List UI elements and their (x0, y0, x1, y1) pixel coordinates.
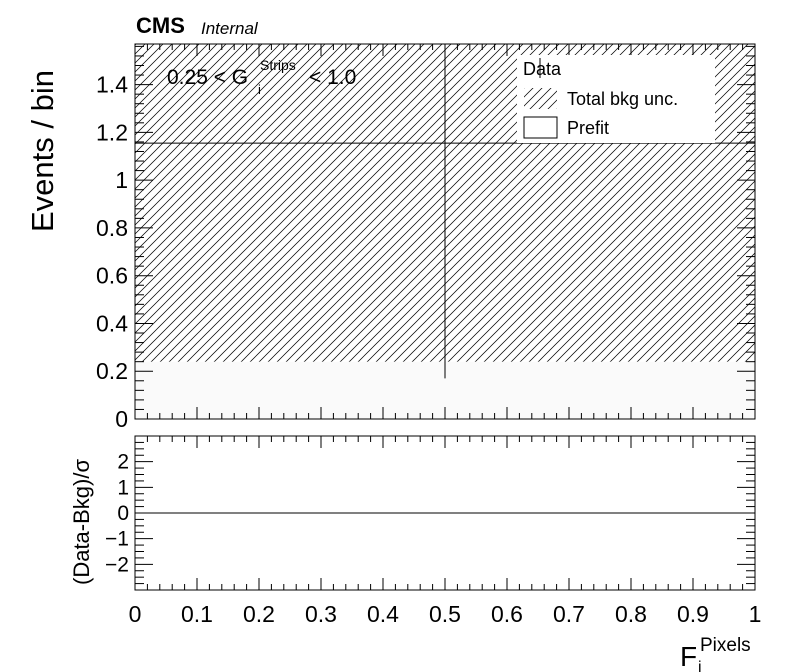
legend-prefit-swatch (523, 116, 558, 139)
status-label: Internal (201, 19, 259, 38)
main-panel: 0 0.2 0.4 0.6 0.8 1 1.2 1.4 Events / bin 0.25 <… (25, 43, 756, 432)
x-tick-label: 0.5 (429, 601, 461, 627)
ratio-y-tick-label: 1 (117, 476, 129, 499)
legend-prefit-label: Prefit (567, 118, 609, 138)
cut-label-subscript: i (258, 82, 261, 97)
main-axis-ticks (134, 44, 756, 420)
x-tick-labels: 0 0.1 0.2 0.3 0.4 0.5 0.6 0.7 0.8 0.9 1 (129, 601, 762, 627)
x-axis-label-subscript: i (698, 659, 702, 672)
ratio-y-tick-label: 2 (117, 451, 129, 474)
x-tick-label: 0.1 (181, 601, 213, 627)
main-y-tick-label: 0.6 (96, 263, 128, 289)
x-tick-label: 0 (129, 601, 142, 627)
ratio-y-tick-labels: −2−1 0 12 (105, 451, 129, 577)
x-tick-label: 0.7 (553, 601, 585, 627)
x-axis-label-superscript: Pixels (700, 635, 751, 656)
main-y-tick-label: 1.2 (96, 119, 128, 145)
main-y-tick-label: 1 (115, 167, 128, 193)
x-tick-label: 0.9 (677, 601, 709, 627)
ratio-y-tick-label: −2 (105, 553, 129, 576)
x-tick-label: 0.3 (305, 601, 337, 627)
experiment-label: CMS (136, 13, 185, 38)
ratio-y-tick-label: 0 (117, 502, 129, 525)
legend-bkg-label: Total bkg unc. (567, 89, 678, 109)
legend-bkg-swatch (524, 88, 557, 109)
cut-label-superscript: Strips (260, 57, 296, 73)
main-y-tick-label: 0.2 (96, 358, 128, 384)
selection-cut-label: 0.25 < G i Strips < 1.0 (167, 57, 356, 97)
cut-label-suffix: < 1.0 (309, 66, 356, 89)
ratio-y-axis-label: (Data-Bkg)/σ (69, 459, 94, 585)
ratio-axis-ticks (134, 436, 756, 590)
main-y-tick-labels: 0 0.2 0.4 0.6 0.8 1 1.2 1.4 (96, 72, 128, 432)
cut-label-prefix: 0.25 < G (167, 66, 248, 89)
x-tick-label: 0.6 (491, 601, 523, 627)
main-y-tick-label: 0.4 (96, 310, 128, 336)
ratio-y-tick-label: −1 (105, 528, 129, 551)
x-tick-label: 0.2 (243, 601, 275, 627)
x-tick-label: 0.8 (615, 601, 647, 627)
main-y-tick-label: 1.4 (96, 72, 128, 98)
x-tick-label: 0.4 (367, 601, 399, 627)
x-axis-label: F i Pixels (680, 635, 751, 672)
legend-data-label: Data (523, 59, 562, 79)
x-axis-label-base: F (680, 641, 697, 672)
x-tick-label: 1 (749, 601, 762, 627)
main-y-tick-label: 0 (115, 406, 128, 432)
main-y-axis-label: Events / bin (25, 70, 60, 232)
main-y-tick-label: 0.8 (96, 215, 128, 241)
legend: Data Total bkg unc. Prefit (517, 55, 715, 143)
